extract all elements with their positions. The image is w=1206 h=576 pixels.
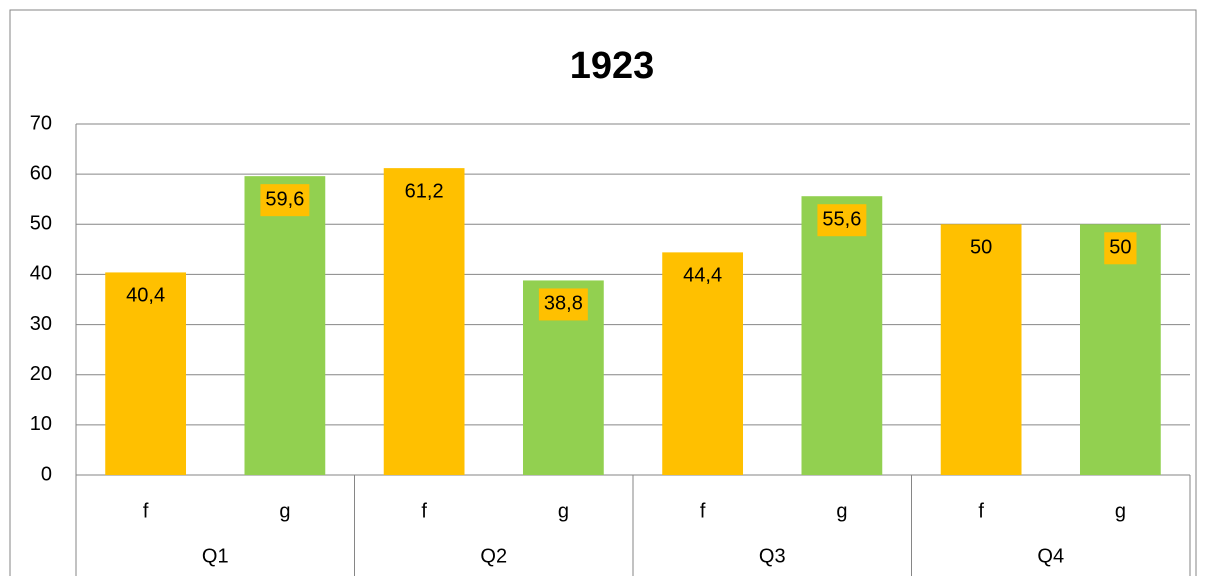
- bar: [940, 224, 1022, 475]
- x-tick-label: g: [836, 500, 847, 522]
- bar: [801, 196, 883, 475]
- data-label: 55,6: [822, 208, 861, 230]
- y-tick-label: 60: [30, 162, 52, 184]
- data-label-background: [260, 184, 310, 217]
- data-label-background: [399, 176, 449, 209]
- chart-title: 1923: [570, 45, 655, 87]
- y-tick-label: 40: [30, 263, 52, 285]
- data-label: 40,4: [126, 285, 165, 307]
- x-tick-label: f: [700, 500, 706, 522]
- data-label-background: [538, 288, 588, 321]
- data-label: 59,6: [265, 188, 304, 210]
- data-label: 61,2: [405, 180, 444, 202]
- bar: [383, 168, 465, 475]
- data-label: 44,4: [683, 265, 722, 287]
- data-label: 50: [1109, 237, 1131, 259]
- x-tick-label: f: [421, 500, 427, 522]
- data-label: 38,8: [544, 293, 583, 315]
- x-tick-label: g: [558, 500, 569, 522]
- chart-border: [9, 9, 1197, 576]
- x-tick-label: f: [143, 500, 149, 522]
- bar: [244, 176, 326, 476]
- x-group-label: Q3: [759, 545, 786, 567]
- data-label-background: [678, 260, 728, 293]
- y-tick-label: 0: [41, 463, 52, 485]
- y-tick-label: 10: [30, 413, 52, 435]
- bar: [1079, 224, 1161, 475]
- x-group-label: Q4: [1037, 545, 1064, 567]
- data-label-background: [121, 280, 171, 313]
- y-tick-label: 50: [30, 213, 52, 235]
- data-label-background: [1104, 232, 1137, 265]
- y-tick-label: 20: [30, 363, 52, 385]
- x-tick-label: f: [978, 500, 984, 522]
- data-label-background: [965, 232, 998, 265]
- data-label: 50: [970, 237, 992, 259]
- x-group-label: Q2: [480, 545, 507, 567]
- y-tick-label: 70: [30, 112, 52, 134]
- data-label-background: [817, 204, 867, 237]
- x-tick-label: g: [279, 500, 290, 522]
- x-group-label: Q1: [202, 545, 229, 567]
- y-tick-label: 30: [30, 313, 52, 335]
- x-tick-label: g: [1115, 500, 1126, 522]
